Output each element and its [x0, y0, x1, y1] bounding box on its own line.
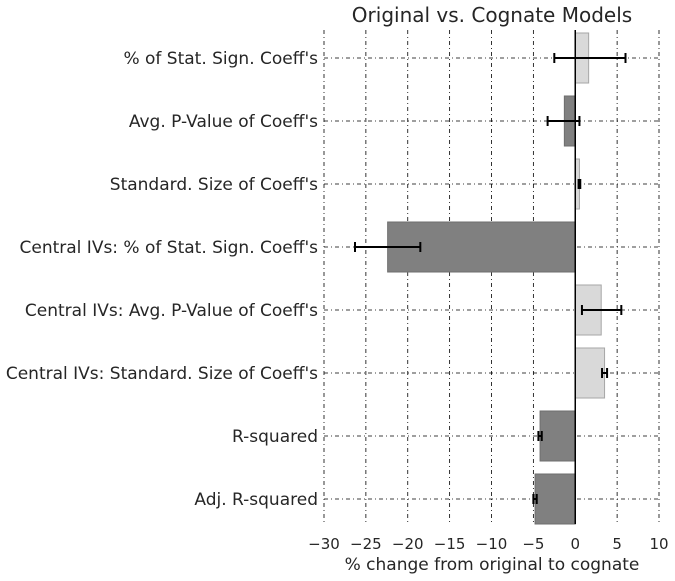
category-label: R-squared: [232, 427, 318, 447]
x-tick-label: −20: [392, 535, 424, 553]
category-label: Standard. Size of Coeff's: [110, 175, 318, 195]
x-tick-labels: −30 −25 −20 −15 −10 −5 0 5 10: [308, 535, 668, 553]
chart-title: Original vs. Cognate Models: [352, 3, 632, 27]
error-bars: [353, 53, 627, 504]
category-label: Central IVs: Standard. Size of Coeff's: [6, 364, 318, 384]
bars: [387, 32, 606, 525]
error-bar: [353, 242, 422, 252]
category-labels: % of Stat. Sign. Coeff's Avg. P-Value of …: [6, 49, 318, 510]
category-label: % of Stat. Sign. Coeff's: [123, 49, 318, 69]
error-bar: [601, 368, 609, 378]
error-bar: [577, 179, 582, 189]
x-tick-label: −10: [476, 535, 508, 553]
x-tick-label: 0: [570, 535, 580, 553]
x-tick-label: 5: [612, 535, 622, 553]
x-axis-label: % change from original to cognate: [345, 555, 640, 575]
bar: [534, 473, 576, 525]
x-tick-label: −15: [434, 535, 466, 553]
grid-lines: [323, 30, 660, 524]
x-tick-label: −25: [350, 535, 382, 553]
category-label: Avg. P-Value of Coeff's: [129, 112, 318, 132]
x-tick-label: 10: [649, 535, 668, 553]
category-label: Adj. R-squared: [194, 490, 318, 510]
error-bar: [553, 53, 627, 63]
category-label: Central IVs: Avg. P-Value of Coeff's: [25, 301, 318, 321]
error-bar: [532, 494, 538, 504]
error-bar: [537, 431, 543, 441]
bar: [574, 347, 606, 399]
error-bar: [580, 305, 623, 315]
category-label: Central IVs: % of Stat. Sign. Coeff's: [20, 238, 319, 258]
error-bar: [546, 116, 581, 126]
bar: [539, 410, 576, 462]
x-tick-label: −5: [522, 535, 544, 553]
x-tick-label: −30: [308, 535, 340, 553]
